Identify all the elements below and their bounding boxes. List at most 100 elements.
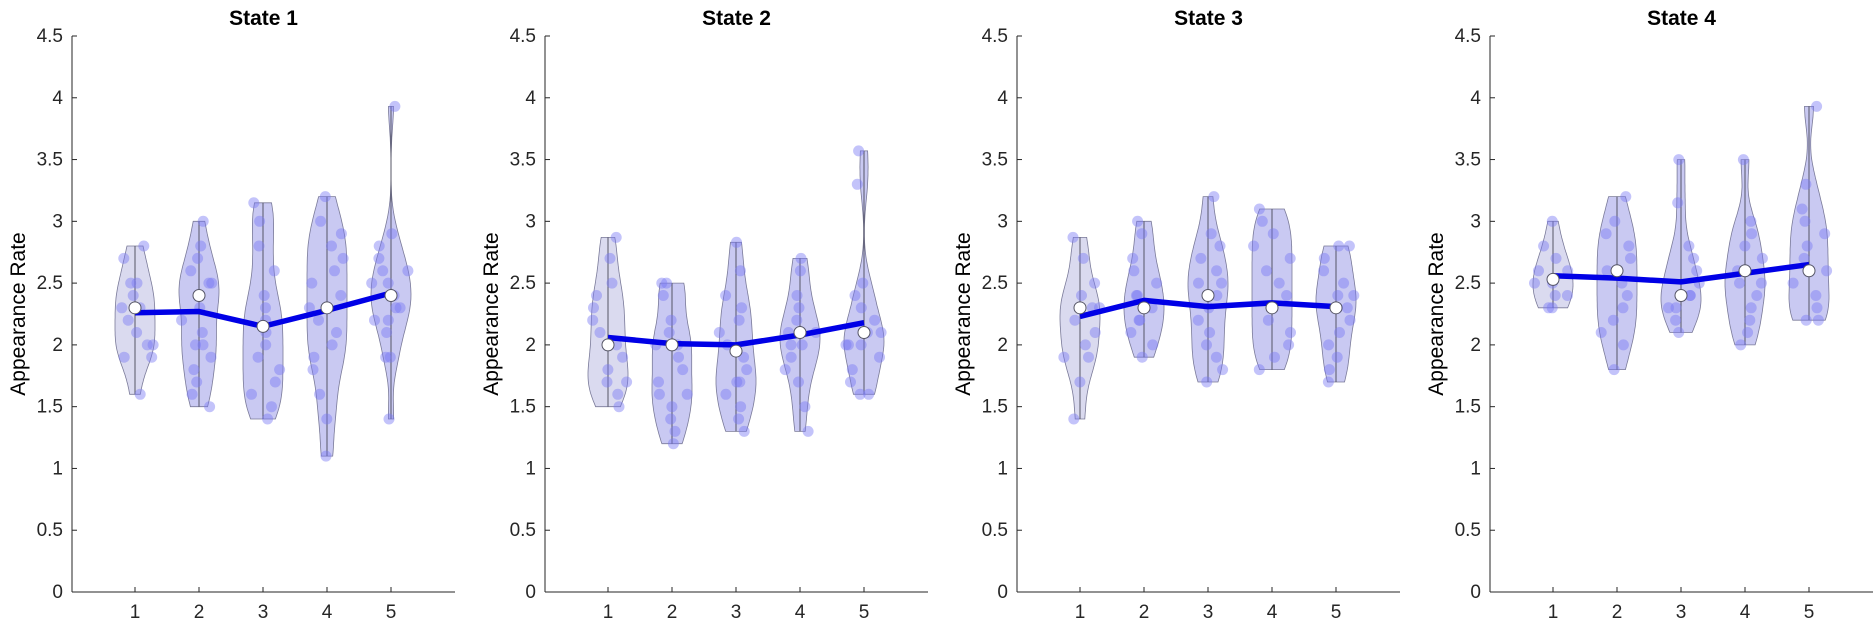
data-point <box>677 364 689 376</box>
data-point <box>1267 228 1279 240</box>
data-point <box>337 252 349 264</box>
data-point <box>1318 252 1330 264</box>
data-point <box>1248 240 1260 252</box>
data-point <box>188 364 200 376</box>
data-point <box>588 302 599 314</box>
data-point <box>118 252 130 264</box>
data-point <box>855 339 867 351</box>
x-tick-label: 2 <box>667 602 678 623</box>
data-point <box>1318 265 1330 277</box>
data-point <box>1253 203 1265 215</box>
data-point <box>326 339 338 351</box>
data-point <box>663 327 675 338</box>
data-point <box>1284 252 1296 264</box>
y-tick-label: 4 <box>52 88 63 109</box>
data-point <box>1798 252 1810 264</box>
y-tick-label: 1.5 <box>37 397 63 418</box>
data-point <box>192 252 204 264</box>
data-point <box>796 339 808 351</box>
y-tick-label: 3.5 <box>982 150 1008 171</box>
data-point <box>666 401 678 413</box>
data-point <box>1331 351 1343 363</box>
y-tick-label: 3 <box>525 211 536 232</box>
data-point <box>661 277 672 289</box>
panel-title: State 1 <box>229 7 298 30</box>
data-point <box>1333 240 1345 252</box>
y-tick-label: 4 <box>525 88 536 109</box>
y-tick-label: 4 <box>997 88 1008 109</box>
data-point <box>1322 376 1334 388</box>
data-point <box>1125 327 1137 338</box>
data-point <box>131 327 143 338</box>
data-point <box>587 314 599 326</box>
data-point <box>1751 290 1763 301</box>
data-point <box>1623 240 1635 252</box>
panel-title: State 2 <box>702 7 771 30</box>
data-point <box>731 236 742 248</box>
data-point <box>1089 277 1101 289</box>
data-point <box>785 351 797 363</box>
data-point <box>1812 314 1824 326</box>
y-tick-label: 1.5 <box>1455 397 1481 418</box>
data-point <box>1546 302 1558 314</box>
data-point <box>1089 327 1101 338</box>
data-point <box>1787 277 1799 289</box>
data-point <box>1341 302 1353 314</box>
y-tick-label: 2.5 <box>1455 273 1481 294</box>
data-point <box>1210 351 1222 363</box>
data-point <box>1670 314 1682 326</box>
data-point <box>246 388 257 400</box>
median-marker <box>1802 264 1816 278</box>
y-tick-label: 4.5 <box>1455 26 1481 47</box>
data-point <box>1756 252 1768 264</box>
data-point <box>669 425 681 437</box>
data-point <box>138 240 150 252</box>
data-point <box>667 438 679 450</box>
data-point <box>118 351 130 363</box>
median-marker <box>1073 301 1087 315</box>
mean-trend-line <box>1079 297 1337 320</box>
data-point <box>845 376 856 388</box>
data-point <box>1076 290 1087 301</box>
panel-title: State 3 <box>1174 7 1243 30</box>
data-point <box>1670 302 1682 314</box>
x-tick-label: 4 <box>795 602 806 623</box>
panel-4: 0 0.5 1 1.5 2 2.5 3 3.5 4 4.5 1 2 3 4 5 State 4 Appearan… <box>1425 7 1873 623</box>
data-point <box>1214 240 1226 252</box>
data-point <box>258 290 270 301</box>
y-tick-label: 3.5 <box>510 150 536 171</box>
data-point <box>1801 240 1813 252</box>
data-point <box>802 425 814 437</box>
data-point <box>1800 314 1812 326</box>
data-point <box>176 314 188 326</box>
data-point <box>195 240 207 252</box>
y-axis-label: Appearance Rate <box>7 232 30 395</box>
data-point <box>1811 302 1823 314</box>
data-point <box>1607 314 1619 326</box>
data-point <box>122 314 134 326</box>
data-point <box>266 401 277 413</box>
data-point <box>793 302 805 314</box>
x-tick-label: 3 <box>258 602 269 623</box>
data-point <box>665 314 677 326</box>
data-point <box>366 277 378 289</box>
data-point <box>1136 351 1148 363</box>
data-point <box>846 364 858 376</box>
data-point <box>1204 327 1216 338</box>
data-point <box>380 351 392 363</box>
data-point <box>185 265 197 277</box>
data-point <box>869 314 881 326</box>
data-point <box>851 178 863 190</box>
data-point <box>1192 314 1204 326</box>
data-point <box>306 277 318 289</box>
data-point <box>1323 339 1335 351</box>
data-point <box>1281 290 1293 301</box>
data-point <box>369 314 380 326</box>
data-point <box>1338 277 1350 289</box>
data-point <box>141 339 153 351</box>
data-point <box>127 290 139 301</box>
data-point <box>591 290 602 301</box>
x-tick-label: 2 <box>194 602 205 623</box>
x-tick-label: 3 <box>731 602 742 623</box>
data-point <box>1549 290 1561 301</box>
